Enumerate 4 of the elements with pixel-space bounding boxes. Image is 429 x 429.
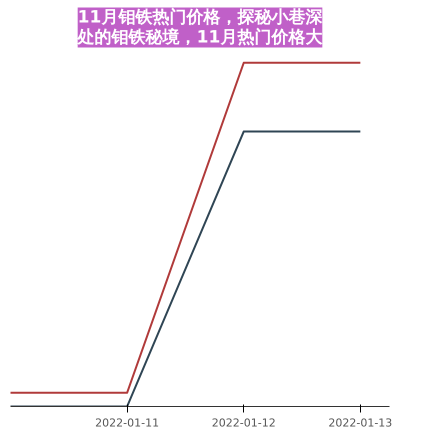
x-tick-label: 2022-01-12 (212, 416, 276, 429)
x-tick-label: 2022-01-11 (95, 416, 160, 429)
x-tick-label: 2022-01-13 (328, 416, 392, 429)
chart-title: 11月钼铁热门价格，探秘小巷深处的钼铁秘境，11月热门价格大 (76, 8, 324, 48)
